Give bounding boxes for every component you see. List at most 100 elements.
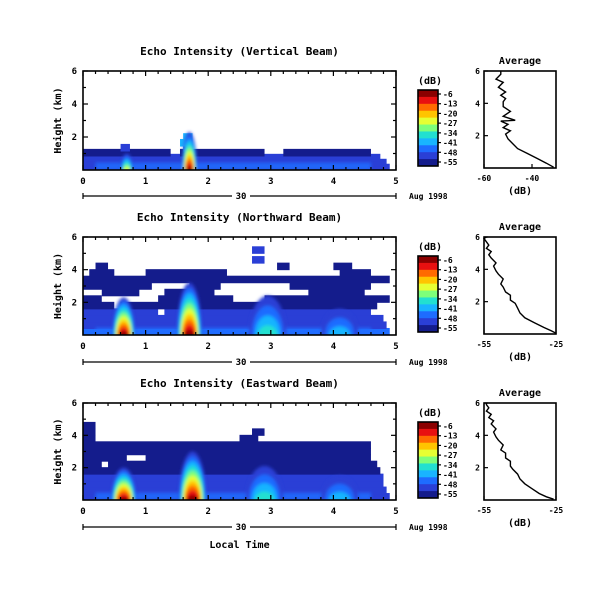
xtick-label-2-1: 1 [143,507,148,517]
colorbar-swatch-2-2 [418,435,438,444]
echo-band-0-3-0 [83,148,171,157]
field-panel-0 [83,132,390,170]
echo-band-1-11-0 [252,256,265,264]
colorbar-swatch-1-0 [418,256,438,264]
profile-line-2 [485,403,554,500]
echo-band-1-10-2 [333,262,353,271]
echo-band-0-3-2 [283,148,371,157]
profile-ytick-label-1-2: 6 [475,233,480,242]
echo-band-1-4-1 [120,301,378,310]
ground-layer-1 [95,327,371,335]
plume-1-1-9 [119,331,129,335]
echo-band-1-9-0 [89,269,115,277]
colorbar-frame-1 [417,255,439,333]
ground-layer-2 [95,492,371,500]
xtick-label-1-3: 3 [268,342,273,352]
colorbar-frame-0 [417,89,439,167]
xtick-label-2-4: 4 [331,507,337,517]
profile-xtick-label-0-1: -40 [525,174,540,183]
colorbar-swatch-2-3 [418,442,438,451]
colorbar-unit-1: (dB) [418,242,442,253]
colorbar-tick-label-2-1: -13 [443,432,458,441]
colorbar-tick-label-1-3: -27 [443,285,458,294]
echo-band-1-7-2 [289,282,371,290]
xtick-label-1-0: 0 [80,342,85,352]
ytick-label-2-1: 4 [72,431,78,441]
colorbar-tick-label-1-0: -6 [443,256,453,265]
profile-xtick-label-2-0: -55 [477,506,492,515]
profile-title-1: Average [499,222,541,233]
colorbar-swatch-1-4 [418,283,438,292]
colorbar-tick-label-2-4: -34 [443,461,458,470]
colorbar-swatch-0-0 [418,90,438,98]
colorbar-tick-label-2-5: -41 [443,471,458,480]
ytick-label-0-1: 4 [72,100,78,110]
colorbar-swatch-0-3 [418,110,438,119]
profile-xlabel-1: (dB) [508,352,532,363]
echo-band-2-10-0 [83,428,96,436]
profile-ytick-label-2-2: 6 [475,399,480,408]
axes-and-labels: 0 1 2 3 4 5 2 4 6 Echo Intensity (Vertical Beam) H… [52,45,563,551]
echo-band-1-1-0 [83,321,387,329]
colorbar-swatch-1-8 [418,311,438,319]
y-axis-label-1: Height (km) [52,253,64,319]
colorbar-tick-label-0-6: -48 [443,148,458,157]
echo-band-0-4-0 [120,143,130,152]
colorbar-swatch-1-5 [418,290,438,298]
echo-band-2-2-0 [83,480,384,488]
colorbar-tick-label-0-0: -6 [443,90,453,99]
echo-band-1-4-0 [83,301,115,310]
colorbar-swatch-1-2 [418,269,438,278]
date-label-bg-2 [232,522,250,532]
profile-xlabel-0: (dB) [508,186,532,197]
colorbar-tick-label-1-4: -34 [443,295,458,304]
colorbar-swatch-2-4 [418,449,438,458]
colorbar-tick-label-0-7: -55 [443,158,458,167]
colorbar-tick-label-1-6: -48 [443,314,458,323]
echo-band-1-6-2 [308,288,365,297]
plume-group-1 [95,282,371,335]
echo-band-2-8-0 [83,441,371,449]
colorbar-swatch-0-6 [418,131,438,139]
ytick-label-2-0: 2 [72,464,77,474]
profile-ytick-label-0-0: 2 [475,132,480,141]
echo-band-2-1-0 [83,486,387,495]
echo-band-1-5-2 [264,295,390,303]
panel-title-2: Echo Intensity (Eastward Beam) [140,377,339,390]
profile-ytick-label-1-0: 2 [475,298,480,307]
date-label-bg-1 [232,357,250,367]
colorbar-swatch-2-9 [418,484,438,492]
profile-frame-1 [483,236,557,335]
plume-group-0 [95,132,371,170]
profile-xtick-label-2-1: -25 [549,506,564,515]
echo-band-1-7-1 [189,282,221,290]
profile-line-1 [482,236,557,334]
echo-band-2-5-1 [108,460,378,469]
echo-band-0-2-0 [83,153,381,162]
colorbar-tick-label-1-1: -13 [443,266,458,275]
xtick-label-0-2: 2 [205,177,210,187]
echo-band-2-9-0 [83,434,96,443]
echo-band-2-6-0 [83,454,127,462]
ytick-label-0-0: 2 [72,133,77,143]
colorbar-tick-label-0-1: -13 [443,100,458,109]
contour-fields [83,132,390,500]
profile-title-0: Average [499,56,541,67]
date-label-0: 30 [236,192,247,202]
echo-band-2-4-0 [83,467,381,475]
colorbar-tick-label-0-2: -20 [443,109,458,118]
profile-ytick-label-1-1: 4 [475,265,480,274]
echo-band-1-12-0 [252,246,265,254]
xtick-label-1-4: 4 [331,342,337,352]
echo-band-1-7-0 [83,282,152,290]
echo-band-2-7-0 [83,447,371,456]
profile-ytick-label-0-2: 6 [475,67,480,76]
colorbar-swatch-2-8 [418,477,438,485]
echo-band-2-3-0 [83,473,384,482]
colorbar-tick-label-1-5: -41 [443,305,458,314]
colorbar-swatch-1-6 [418,297,438,305]
colorbar-swatch-0-7 [418,138,438,146]
panel-title-1: Echo Intensity (Northward Beam) [137,211,342,224]
colorbar-swatch-0-5 [418,124,438,132]
